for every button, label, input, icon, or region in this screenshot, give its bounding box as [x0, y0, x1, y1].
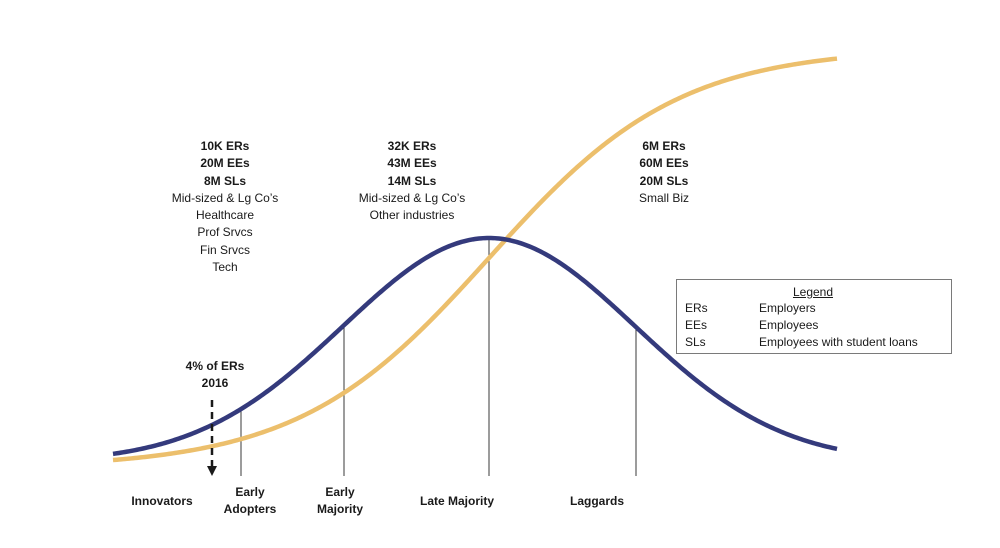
marker-label: 4% of ERs 2016 — [160, 358, 270, 393]
legend-abbr: ERs — [685, 301, 708, 315]
stat-line: Fin Srvcs — [199, 242, 250, 257]
marker-arrow — [207, 400, 217, 476]
legend-box: Legend ERs Employers EEs Employees SLs E… — [676, 279, 952, 354]
s-curve-line — [112, 56, 838, 463]
stat-line: Tech — [212, 260, 238, 275]
legend-abbr: EEs — [685, 318, 708, 332]
category-label-innovators: Innovators — [112, 493, 212, 510]
category-label-line: Early — [235, 485, 265, 499]
stat-line-bold: 60M EEs — [639, 156, 689, 171]
category-label-line: Laggards — [569, 494, 624, 508]
legend-title: Legend — [792, 285, 834, 299]
stat-line-bold: 32K ERs — [387, 139, 437, 153]
stat-line: Healthcare — [195, 208, 255, 223]
category-label-line: Adopters — [223, 502, 277, 516]
stat-line: Other industries — [369, 208, 455, 223]
category-label-line: Innovators — [131, 494, 193, 508]
stat-block-late-majority: 6M ERs 60M EEs 20M SLs Small Biz — [579, 138, 749, 207]
legend-desc: Employers — [759, 301, 816, 315]
stat-line: Small Biz — [638, 190, 689, 205]
category-label-laggards: Laggards — [547, 493, 647, 510]
legend-abbr: SLs — [685, 335, 706, 349]
category-label-early-majority: Early Majority — [290, 484, 390, 518]
marker-label-line: 2016 — [201, 376, 229, 391]
marker-label-line: 4% of ERs — [185, 359, 245, 373]
category-label-late-majority: Late Majority — [397, 493, 517, 510]
category-label-line: Late Majority — [419, 494, 494, 508]
stat-line: Mid-sized & Lg Co’s — [358, 190, 466, 205]
marker-arrowhead — [207, 466, 217, 476]
stat-line-bold: 14M SLs — [387, 173, 437, 188]
stat-block-early-adopters: 10K ERs 20M EEs 8M SLs Mid-sized & Lg Co’s H… — [140, 138, 310, 276]
stat-line-bold: 6M ERs — [642, 139, 686, 153]
category-label-line: Majority — [316, 502, 363, 516]
stat-line: Prof Srvcs — [197, 225, 253, 240]
legend-desc: Employees — [759, 318, 819, 332]
stat-line-bold: 8M SLs — [203, 173, 246, 188]
bell-curve-line — [112, 235, 838, 457]
stat-line-bold: 43M EEs — [387, 156, 437, 171]
stat-line-bold: 20M EEs — [200, 156, 250, 171]
stat-line-bold: 20M SLs — [639, 173, 689, 188]
stat-line-bold: 10K ERs — [200, 139, 250, 153]
category-label-early-adopters: Early Adopters — [200, 484, 300, 518]
stat-line: Mid-sized & Lg Co’s — [171, 190, 279, 205]
legend-desc: Employees with student loans — [759, 335, 918, 349]
segment-dividers — [240, 238, 637, 476]
stat-block-early-majority: 32K ERs 43M EEs 14M SLs Mid-sized & Lg Co’s… — [327, 138, 497, 224]
category-label-line: Early — [325, 485, 355, 499]
